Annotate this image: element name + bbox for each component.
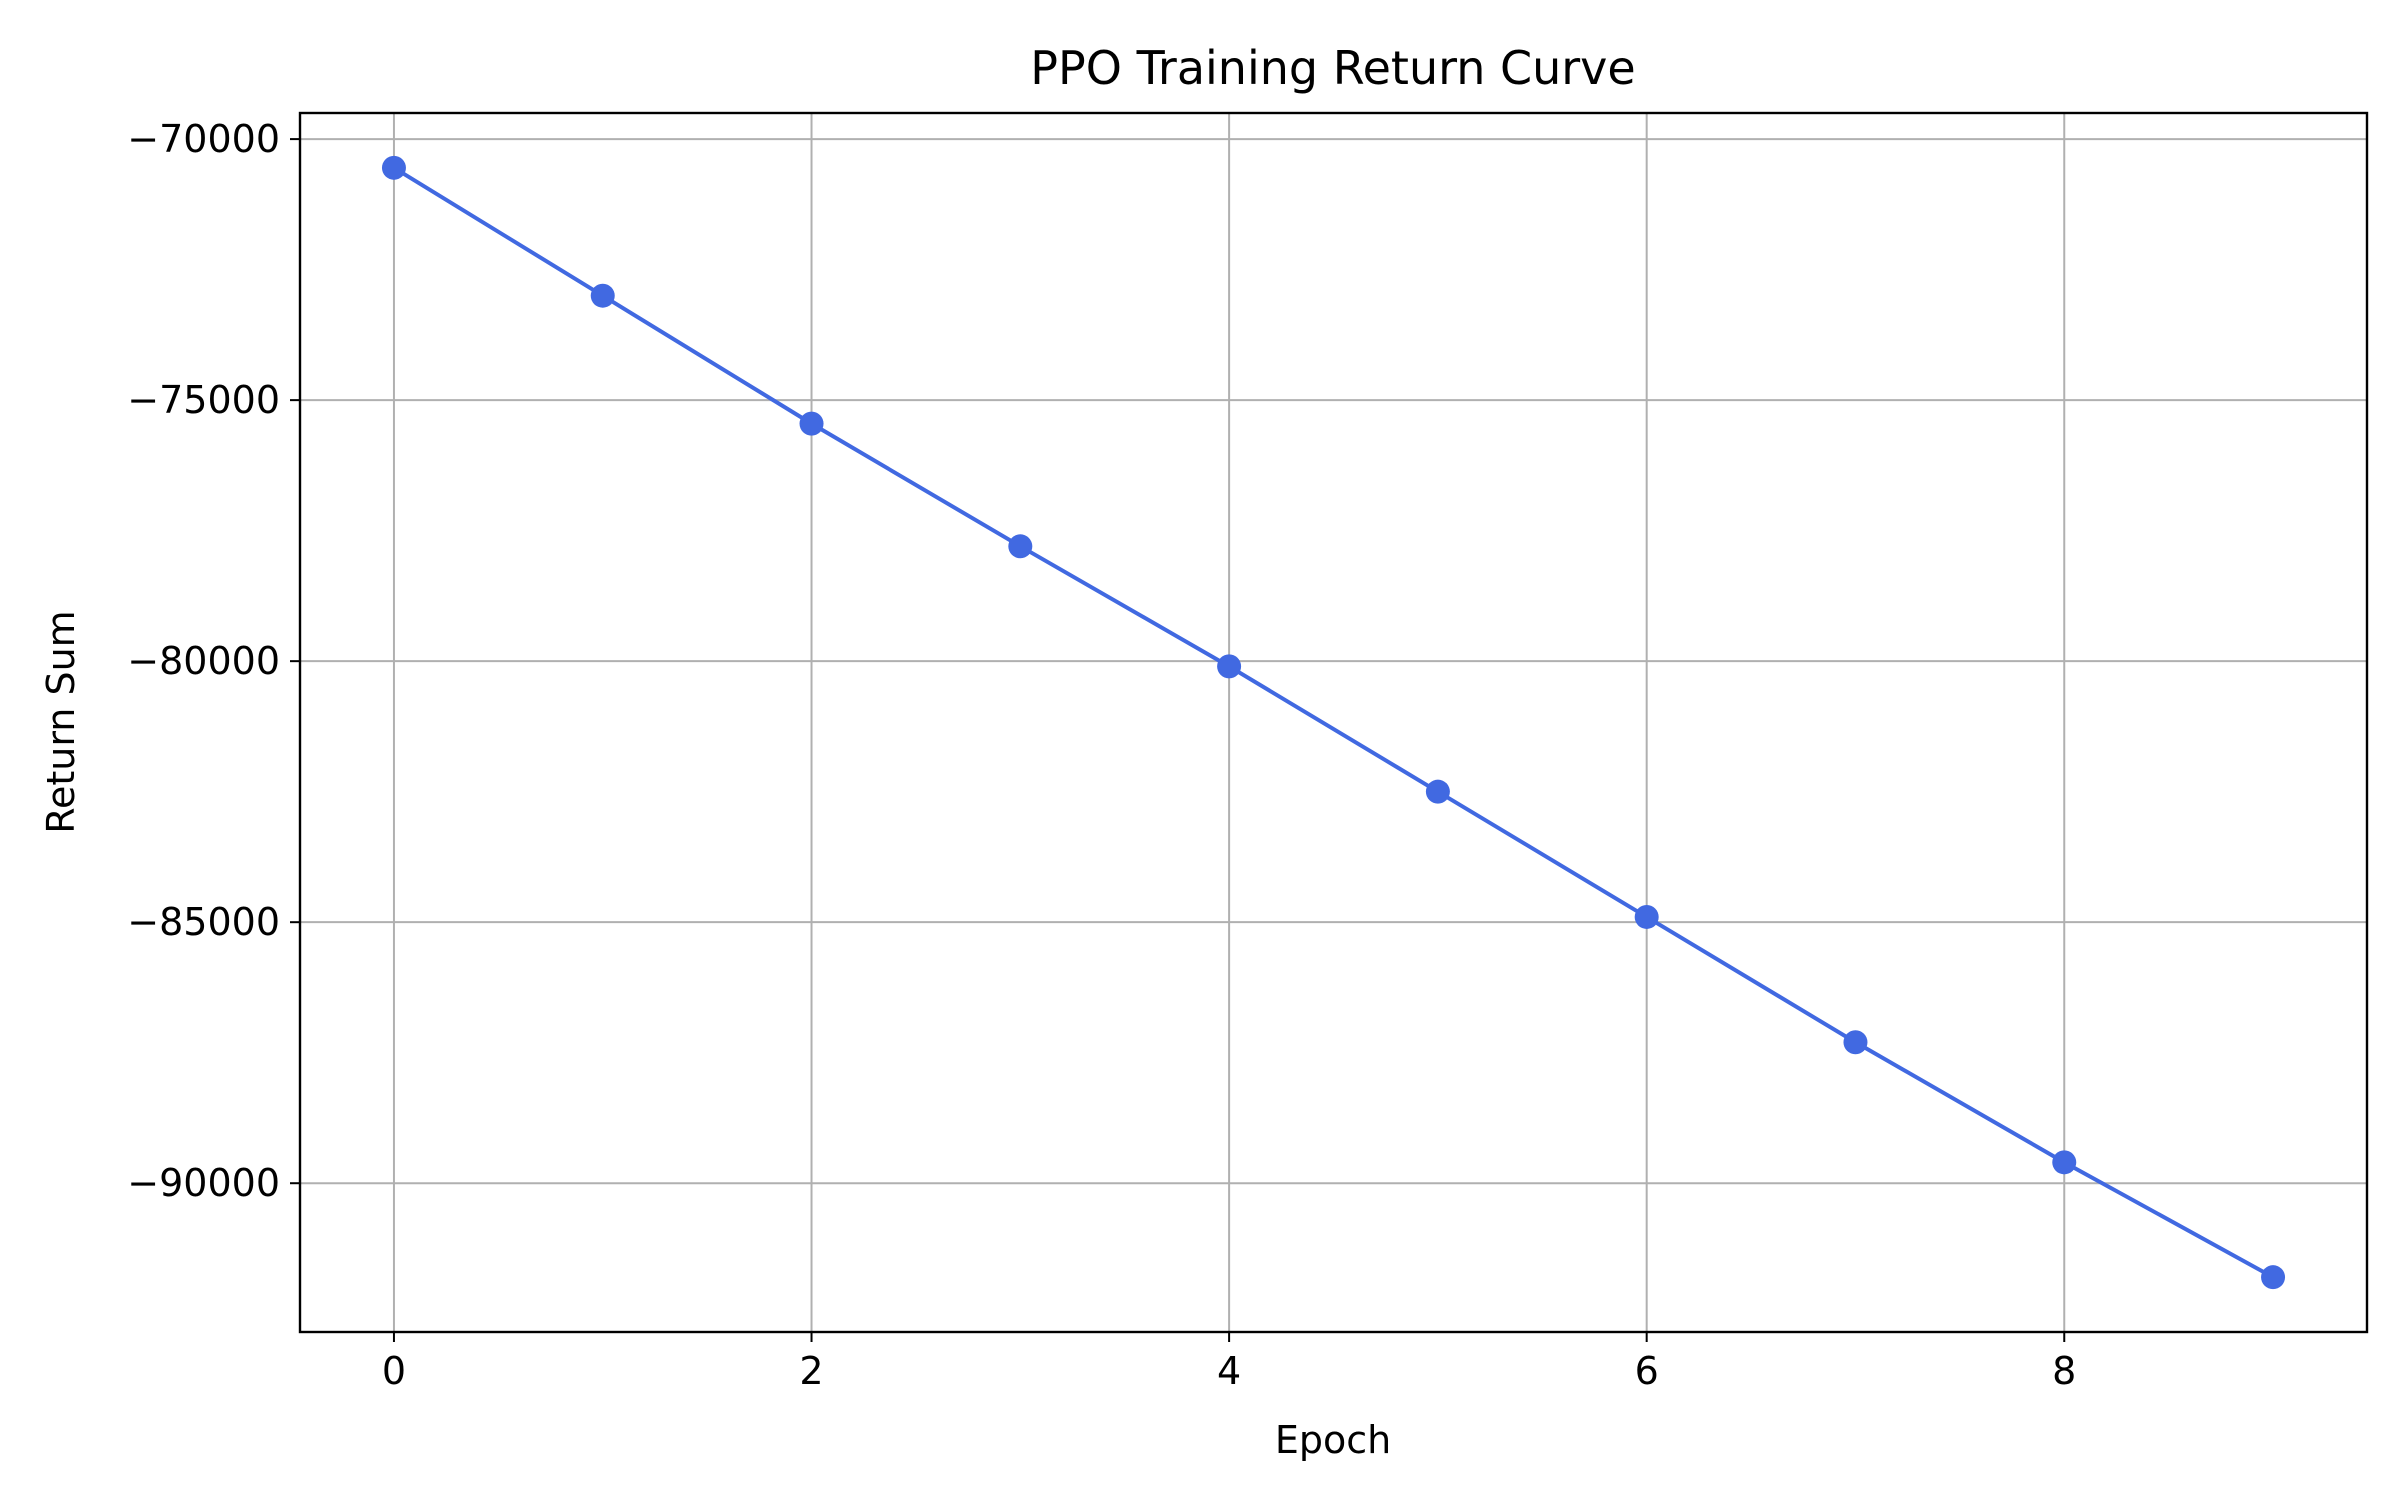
data-point <box>1008 534 1033 559</box>
y-tick-label: −75000 <box>127 378 280 422</box>
chart-title: PPO Training Return Curve <box>1030 41 1635 95</box>
x-tick-label: 6 <box>1635 1349 1659 1393</box>
y-tick-label: −80000 <box>127 639 280 683</box>
y-axis-label: Return Sum <box>39 610 83 833</box>
y-tick-label: −70000 <box>127 117 280 161</box>
x-tick-label: 2 <box>799 1349 823 1393</box>
data-point <box>2261 1265 2286 1290</box>
y-tick-label: −90000 <box>127 1161 280 1205</box>
plot-frame <box>298 111 2369 1334</box>
x-tick-label: 0 <box>382 1349 406 1393</box>
x-tick-label: 4 <box>1217 1349 1241 1393</box>
y-tick-label: −85000 <box>127 900 280 944</box>
data-point <box>1217 654 1242 679</box>
x-tick-label: 8 <box>2052 1349 2076 1393</box>
x-axis-label: Epoch <box>1275 1418 1391 1462</box>
data-point <box>2052 1150 2077 1175</box>
grid-layer <box>300 113 2367 1332</box>
series-line <box>391 165 2276 1280</box>
data-point <box>1634 904 1659 929</box>
data-point <box>799 411 824 436</box>
data-point <box>1843 1030 1868 1055</box>
series-layer <box>381 155 2286 1290</box>
tick-layer: 0 2 4 6 8 −70000 −75000 −80000 −85000 −90000 <box>127 117 2076 1393</box>
data-point <box>1425 779 1450 804</box>
data-point <box>381 155 406 180</box>
data-point <box>590 283 615 308</box>
